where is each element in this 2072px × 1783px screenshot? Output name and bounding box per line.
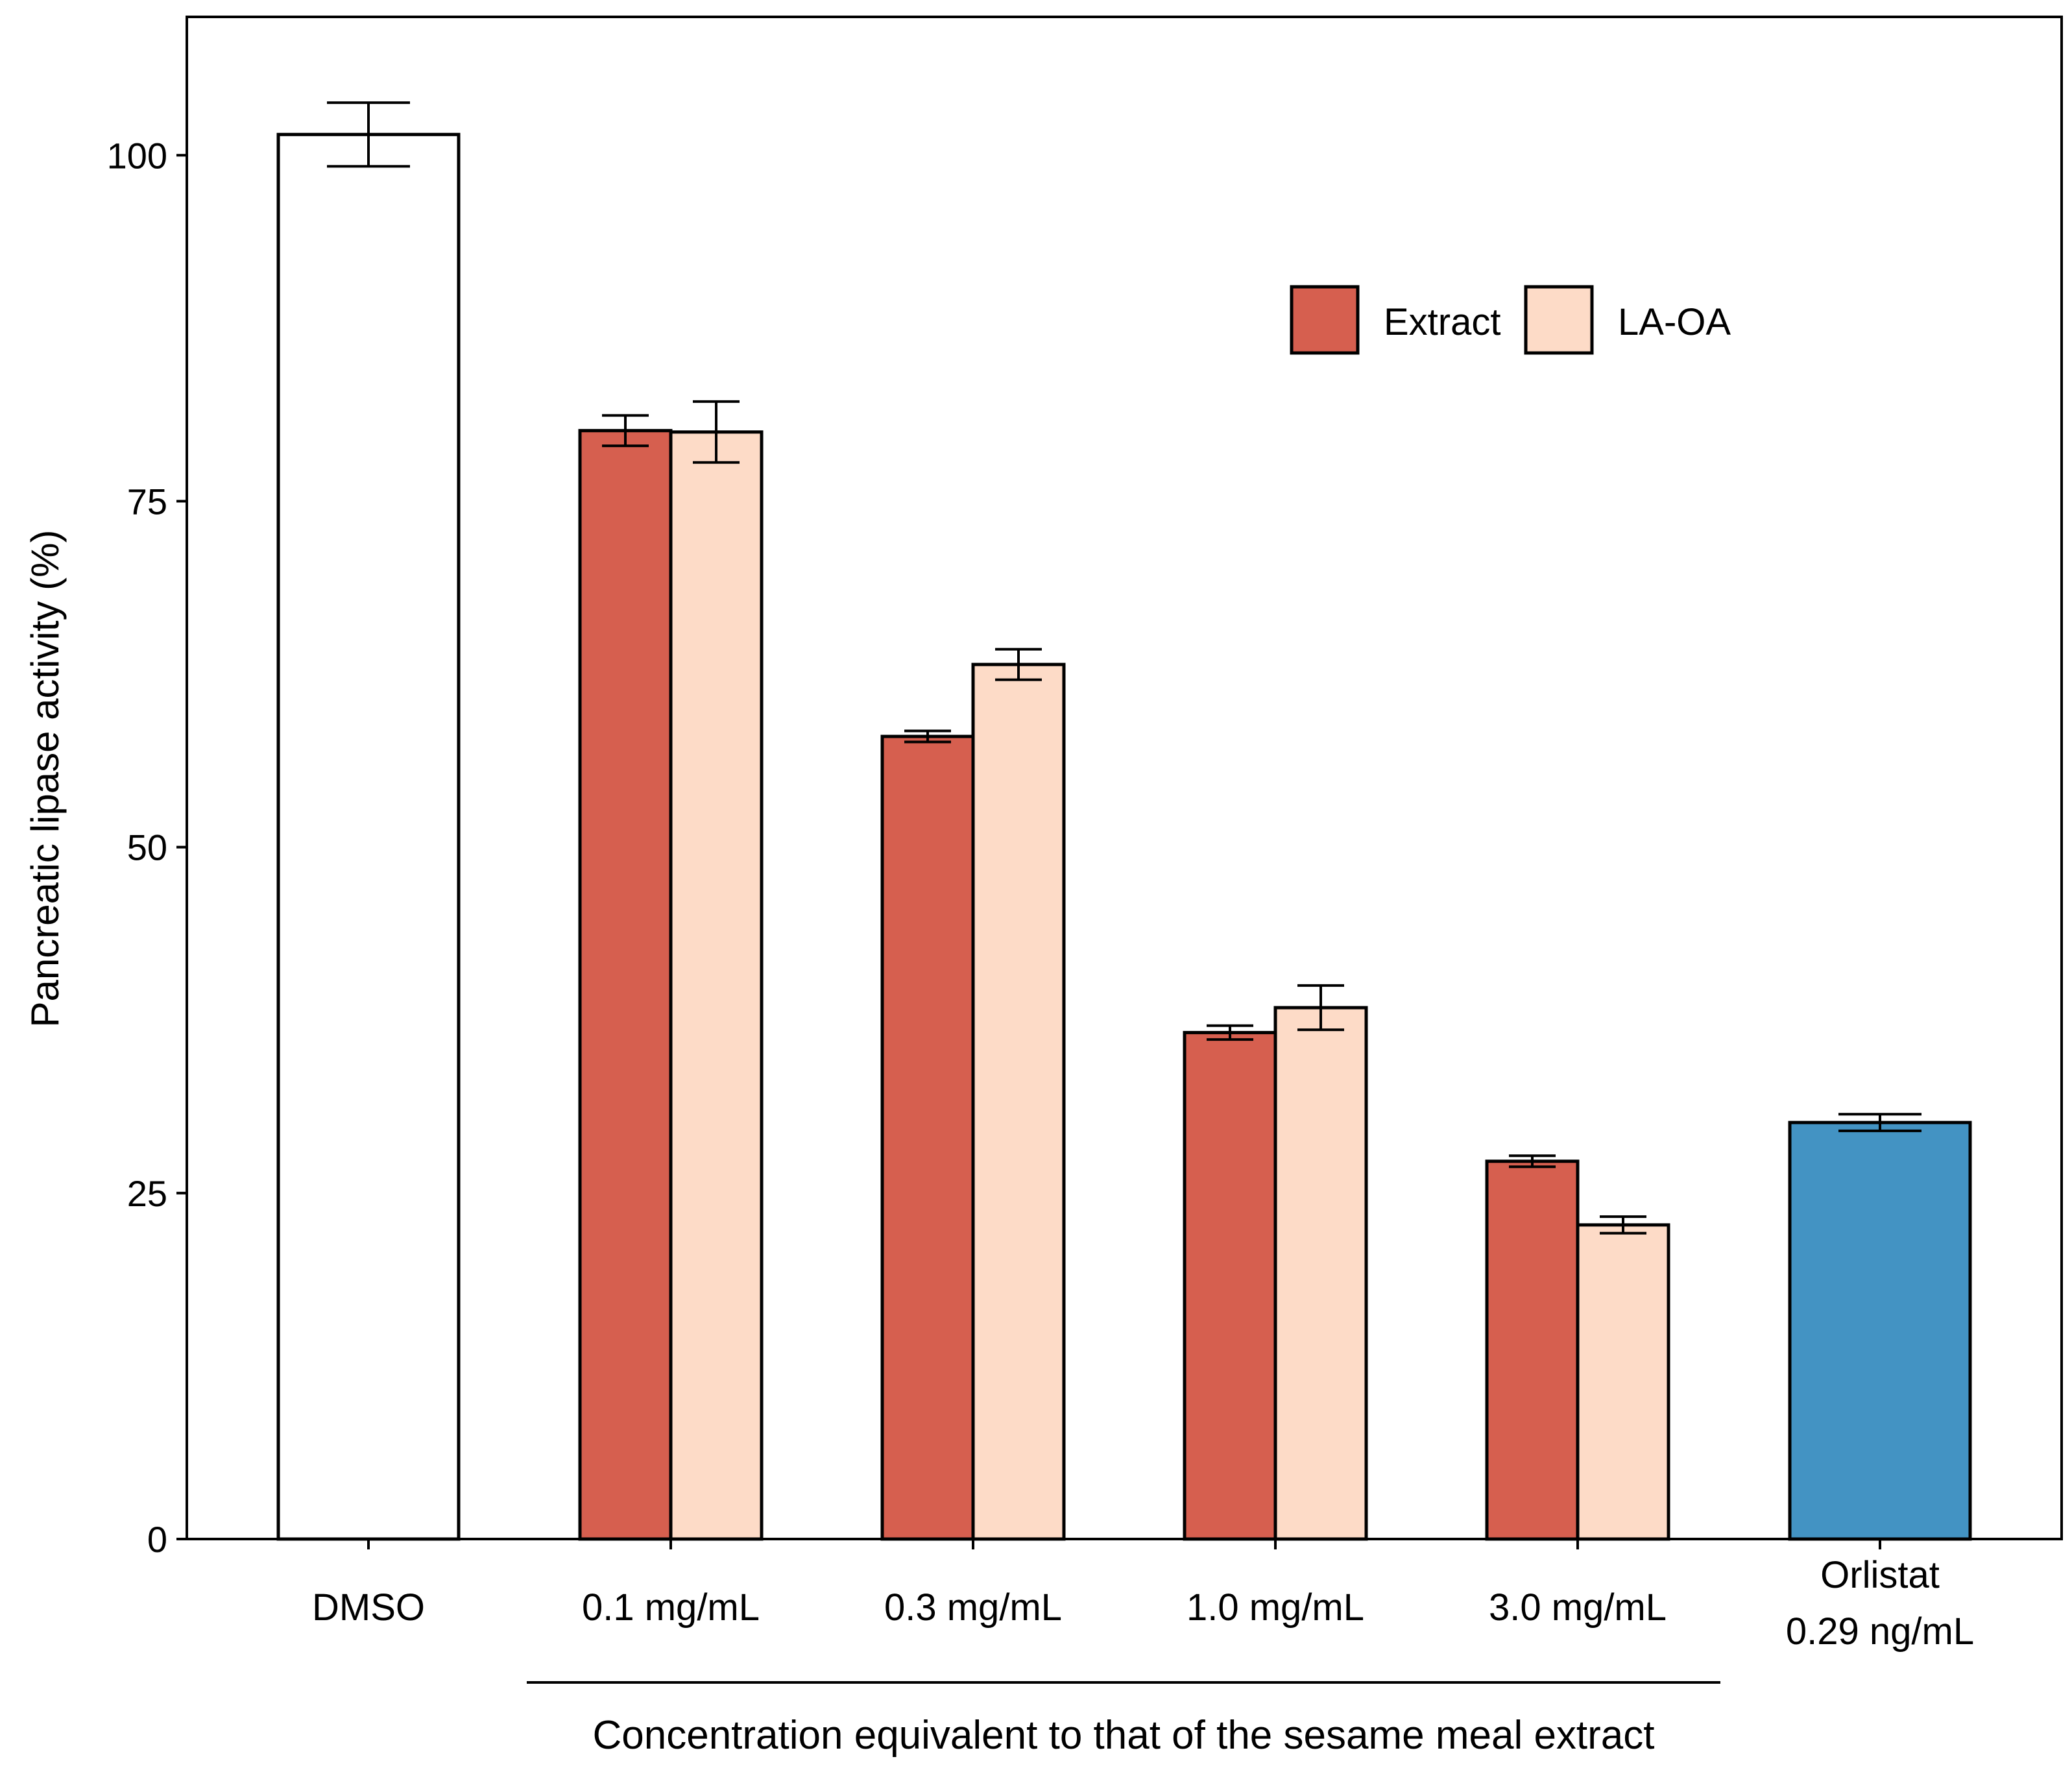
error-bar-0 [327, 101, 410, 168]
bar-dmso-0 [276, 132, 461, 1541]
bars-layer [276, 132, 1972, 1541]
error-bar-4 [995, 648, 1042, 681]
y-tick-label-100: 100 [107, 135, 167, 176]
legend-swatch-la-oa [1524, 285, 1594, 355]
x-tick-label-5: Orlistat [1820, 1554, 1940, 1596]
error-bar-9 [1838, 1113, 1921, 1132]
x-tick-label-5-line2: 0.29 ng/mL [1786, 1610, 1974, 1653]
x-axis-title: Concentration equivalent to that of the … [592, 1713, 1654, 1758]
error-bar-8 [1600, 1215, 1646, 1235]
y-tick-label-25: 25 [127, 1173, 167, 1214]
y-axis-title: Pancreatic lipase activity (%) [23, 530, 67, 1028]
y-tick-label-50: 50 [127, 827, 167, 868]
bar-extract-2 [880, 734, 975, 1541]
bar-la-oa-3 [1273, 1006, 1368, 1541]
x-axis: DMSO 0.1 mg/mL 0.3 mg/mL 1.0 mg/mL 3.0 mg/mL… [312, 1539, 1974, 1653]
bar-orlistat-5 [1788, 1121, 1972, 1541]
error-bar-2 [693, 400, 740, 464]
y-tick-label-0: 0 [147, 1519, 167, 1560]
plot-frame [186, 16, 2063, 1540]
legend-swatch-extract [1290, 285, 1360, 355]
legend: Extract LA-OA [1290, 285, 1731, 355]
error-bars-layer [327, 101, 1921, 1235]
error-bar-1 [602, 414, 649, 448]
bar-extract-4 [1485, 1159, 1580, 1541]
legend-label-la-oa: LA-OA [1618, 301, 1731, 343]
x-tick-label-3: 1.0 mg/mL [1187, 1586, 1364, 1629]
x-tick-label-4: 3.0 mg/mL [1489, 1586, 1667, 1629]
legend-label-extract: Extract [1384, 301, 1501, 343]
x-tick-label-1: 0.1 mg/mL [582, 1586, 760, 1629]
error-bar-3 [904, 729, 951, 744]
error-bar-5 [1207, 1024, 1253, 1041]
y-axis: 0 25 50 75 100 [107, 135, 187, 1560]
x-tick-label-2: 0.3 mg/mL [884, 1586, 1062, 1629]
error-bar-7 [1509, 1154, 1556, 1169]
bar-la-oa-1 [669, 430, 764, 1541]
x-tick-label-0: DMSO [312, 1586, 425, 1629]
error-bar-6 [1297, 984, 1344, 1032]
y-tick-label-75: 75 [127, 481, 167, 522]
bar-extract-3 [1183, 1030, 1277, 1541]
bar-la-oa-2 [971, 662, 1066, 1541]
bar-extract-1 [578, 429, 673, 1541]
bar-la-oa-4 [1576, 1223, 1670, 1541]
